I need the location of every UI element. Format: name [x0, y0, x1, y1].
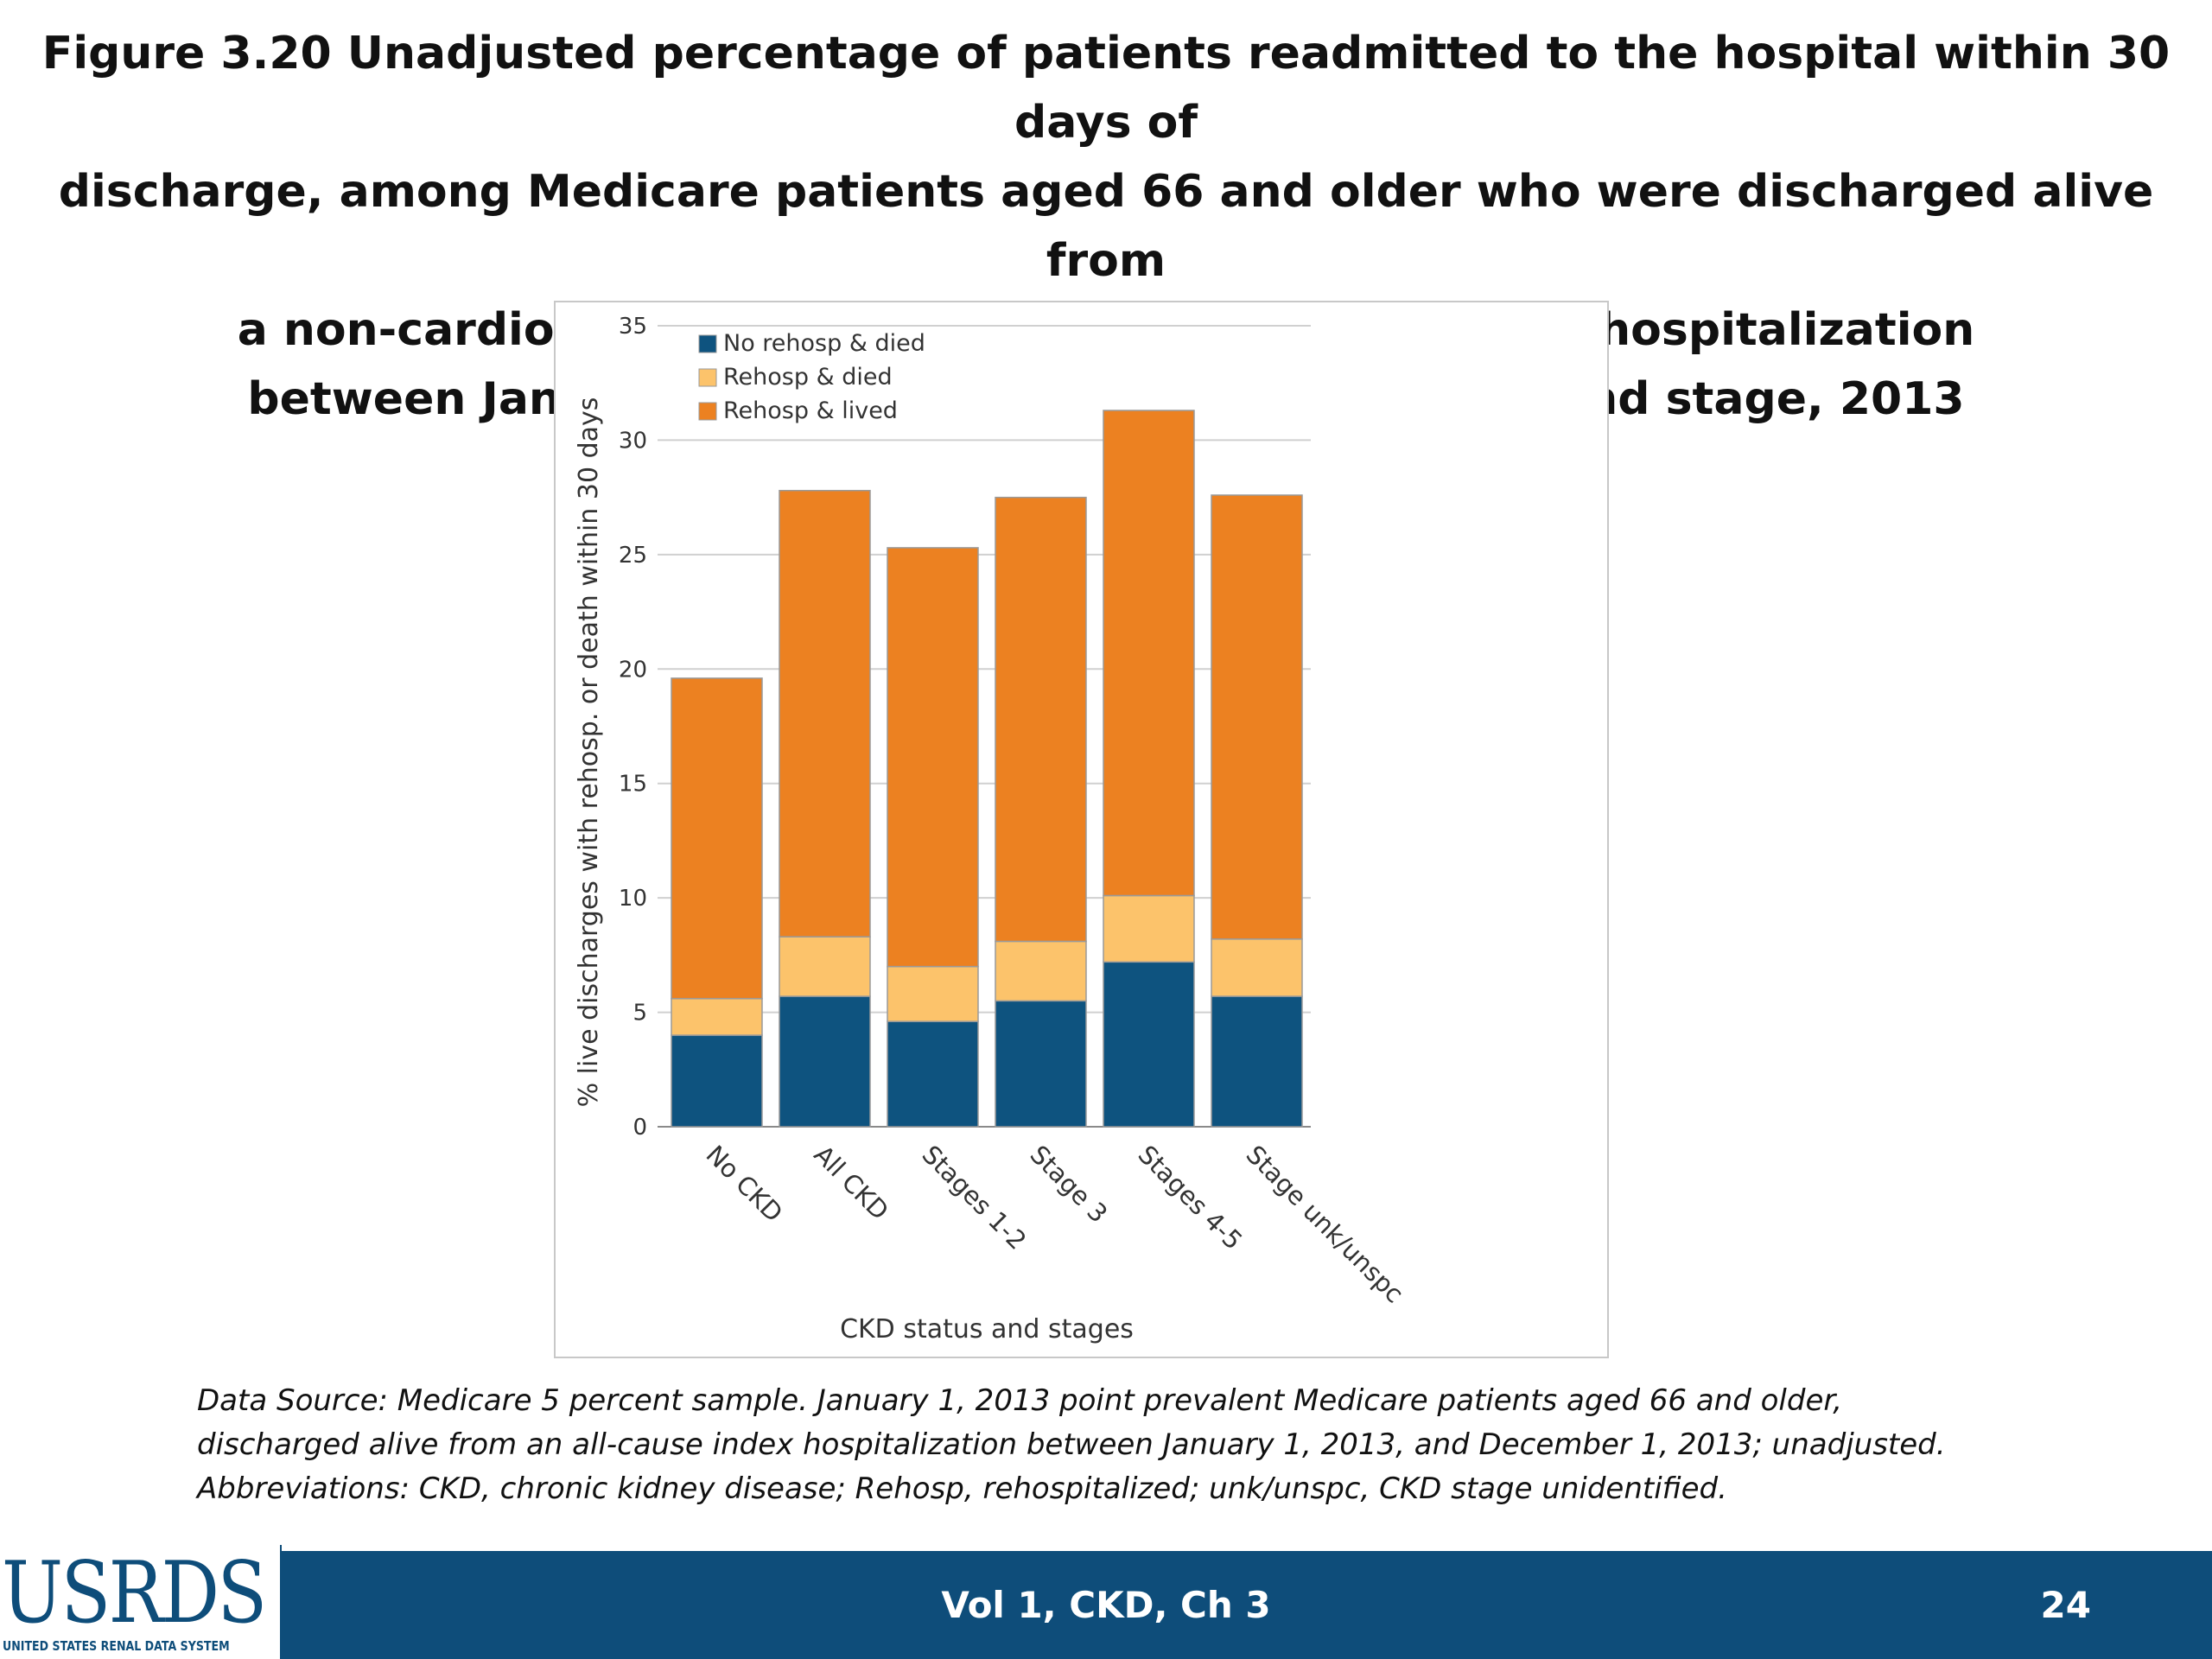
usrds-logo: USRDS UNITED STATES RENAL DATA SYSTEM: [0, 1545, 282, 1659]
bar-segment: [779, 489, 871, 938]
bar-segment: [671, 1034, 763, 1128]
source-line: discharged alive from an all-cause index…: [197, 1427, 1946, 1462]
y-tick-label: 5: [632, 1001, 647, 1027]
page-number: 24: [2040, 1584, 2091, 1626]
x-axis-title: CKD status and stages: [840, 1314, 1134, 1344]
bar-segment: [779, 995, 871, 1128]
source-line: Data Source: Medicare 5 percent sample. …: [197, 1383, 1843, 1418]
x-tick-label: All CKD: [809, 1140, 895, 1226]
bar-segment: [779, 936, 871, 997]
legend-swatch: [698, 402, 717, 421]
bar-segment: [887, 1020, 979, 1128]
legend-swatch: [698, 368, 717, 387]
x-tick-label: No CKD: [701, 1140, 789, 1228]
y-tick-label: 25: [619, 543, 647, 569]
bar-segment: [887, 965, 979, 1022]
bar-segment: [671, 997, 763, 1036]
legend-swatch: [698, 334, 717, 353]
bar-segment: [1211, 995, 1303, 1128]
y-tick-label: 0: [632, 1115, 647, 1141]
y-tick-label: 20: [619, 657, 647, 683]
x-tick-label: Stages 4-5: [1133, 1140, 1249, 1255]
x-tick-label: Stages 1-2: [917, 1140, 1033, 1255]
chart-frame: 0 5 10 15 20 25 30 35 No CKD All CKD Stages 1-2 Sta…: [554, 301, 1609, 1358]
y-tick-label: 10: [619, 886, 647, 912]
y-tick-label: 35: [619, 314, 647, 340]
bar-segment: [1103, 894, 1195, 963]
title-line: Figure 3.20 Unadjusted percentage of pat…: [41, 28, 2171, 149]
x-tick-label: Stage unk/unspc: [1241, 1140, 1410, 1309]
title-line: discharge, among Medicare patients aged …: [58, 166, 2154, 287]
legend-entry: No rehosp & died: [723, 330, 925, 357]
y-tick-label: 30: [619, 428, 647, 454]
bar-segment: [995, 496, 1087, 943]
bar-segment: [887, 547, 979, 968]
logo-subtitle: UNITED STATES RENAL DATA SYSTEM: [3, 1638, 230, 1654]
y-axis-title: % live discharges with rehosp. or death …: [574, 397, 604, 1108]
bar-segment: [1211, 938, 1303, 997]
y-tick-label: 15: [619, 772, 647, 798]
data-source-note: Data Source: Medicare 5 percent sample. …: [197, 1379, 2141, 1511]
legend-entry: Rehosp & died: [723, 364, 893, 391]
legend-entry: Rehosp & lived: [723, 397, 898, 424]
bar-segment: [995, 940, 1087, 1002]
x-tick-label: Stage 3: [1025, 1140, 1114, 1229]
footer-bar: [0, 1551, 2212, 1659]
bar-segment: [1103, 410, 1195, 897]
source-line: Abbreviations: CKD, chronic kidney disea…: [197, 1471, 1727, 1506]
logo-text: USRDS: [2, 1544, 267, 1643]
bar-segment: [995, 1000, 1087, 1128]
bar-segment: [1103, 961, 1195, 1128]
bar-segment: [671, 677, 763, 1000]
bar-segment: [1211, 494, 1303, 940]
